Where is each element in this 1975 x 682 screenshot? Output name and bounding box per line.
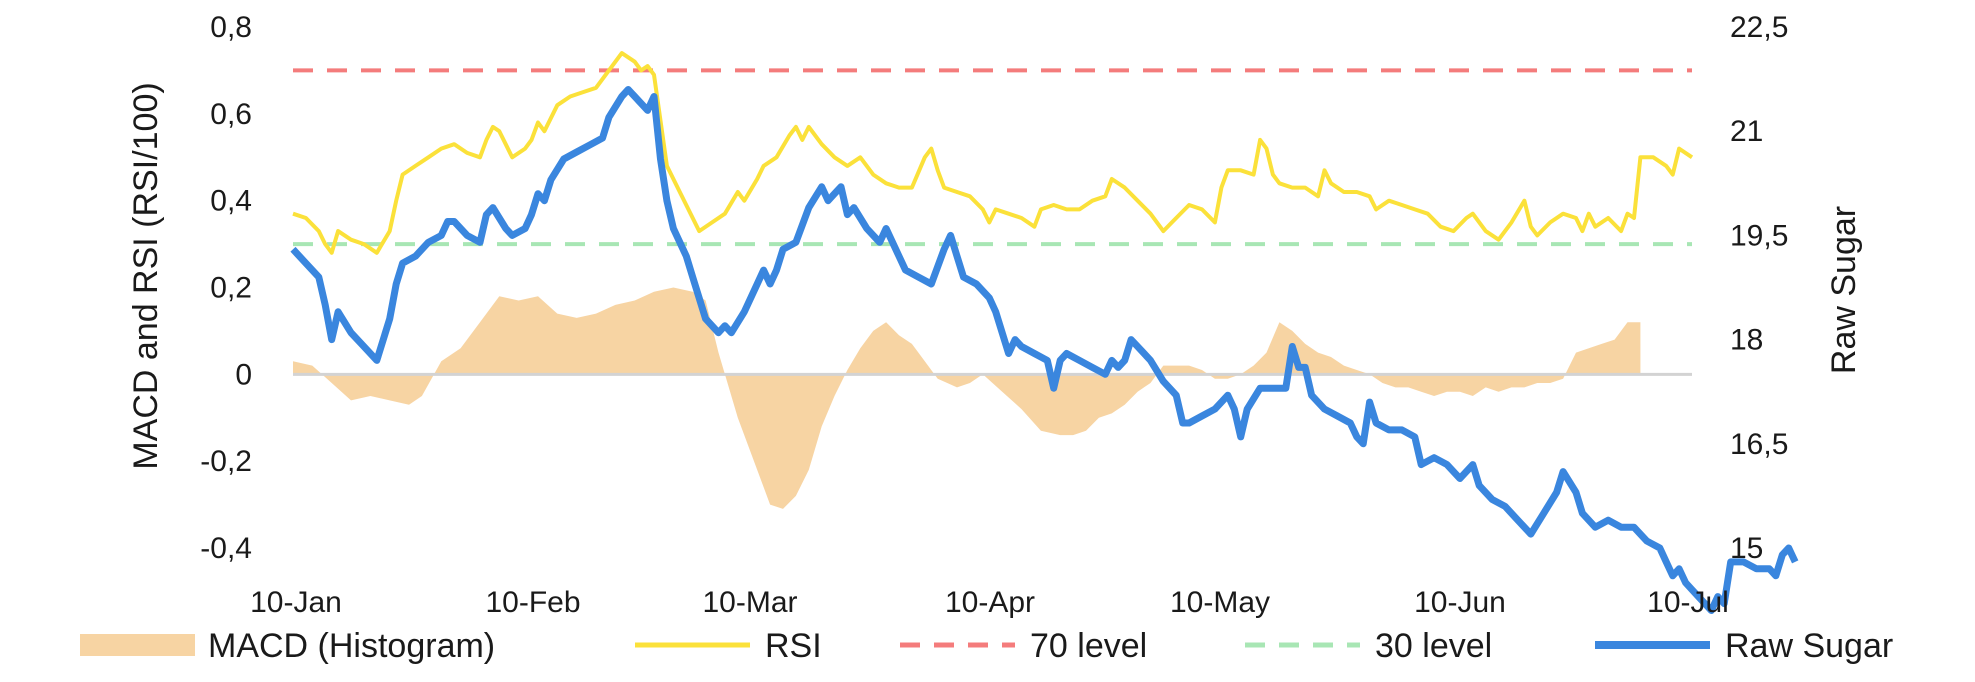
left-tick-label: 0,2: [210, 272, 252, 305]
right-axis-title: Raw Sugar: [1825, 206, 1863, 374]
x-tick-label: 10-Mar: [702, 586, 797, 619]
legend-swatch-macd: [80, 634, 195, 656]
x-tick-label: 10-Feb: [485, 586, 580, 619]
x-axis-ticks: 10-Jan 10-Feb 10-Mar 10-Apr 10-May 10-Jun 10-J…: [250, 586, 1729, 619]
legend-label: MACD (Histogram): [208, 627, 495, 665]
raw-sugar-line: [290, 86, 1799, 614]
macd-histogram-area: [293, 287, 1641, 509]
plot-area: [290, 51, 1799, 614]
right-tick-label: 22,5: [1730, 11, 1788, 44]
x-tick-label: 10-May: [1170, 586, 1270, 619]
left-tick-label: 0,4: [210, 185, 252, 218]
right-tick-label: 15: [1730, 532, 1763, 565]
left-axis-ticks: -0,4 -0,2 0 0,2 0,4 0,6 0,8: [200, 11, 252, 565]
x-tick-label: 10-Jul: [1647, 586, 1729, 619]
legend-label: 70 level: [1030, 627, 1147, 665]
left-tick-label: 0: [235, 358, 252, 391]
left-tick-label: 0,6: [210, 98, 252, 131]
right-axis-ticks: 15 16,5 18 19,5 21 22,5: [1730, 11, 1788, 565]
legend-label: RSI: [765, 627, 822, 665]
legend-label: Raw Sugar: [1725, 627, 1893, 665]
left-tick-label: -0,4: [200, 532, 252, 565]
x-tick-label: 10-Jun: [1414, 586, 1506, 619]
legend: MACD (Histogram) RSI 70 level 30 level Raw S…: [80, 627, 1893, 665]
left-tick-label: -0,2: [200, 445, 252, 478]
x-tick-label: 10-Apr: [945, 586, 1035, 619]
x-tick-label: 10-Jan: [250, 586, 342, 619]
right-tick-label: 19,5: [1730, 219, 1788, 252]
right-tick-label: 16,5: [1730, 428, 1788, 461]
left-tick-label: 0,8: [210, 11, 252, 44]
rsi-line: [292, 51, 1694, 255]
right-tick-label: 18: [1730, 324, 1763, 357]
legend-label: 30 level: [1375, 627, 1492, 665]
left-axis-title: MACD and RSI (RSI/100): [127, 82, 165, 469]
right-tick-label: 21: [1730, 115, 1763, 148]
